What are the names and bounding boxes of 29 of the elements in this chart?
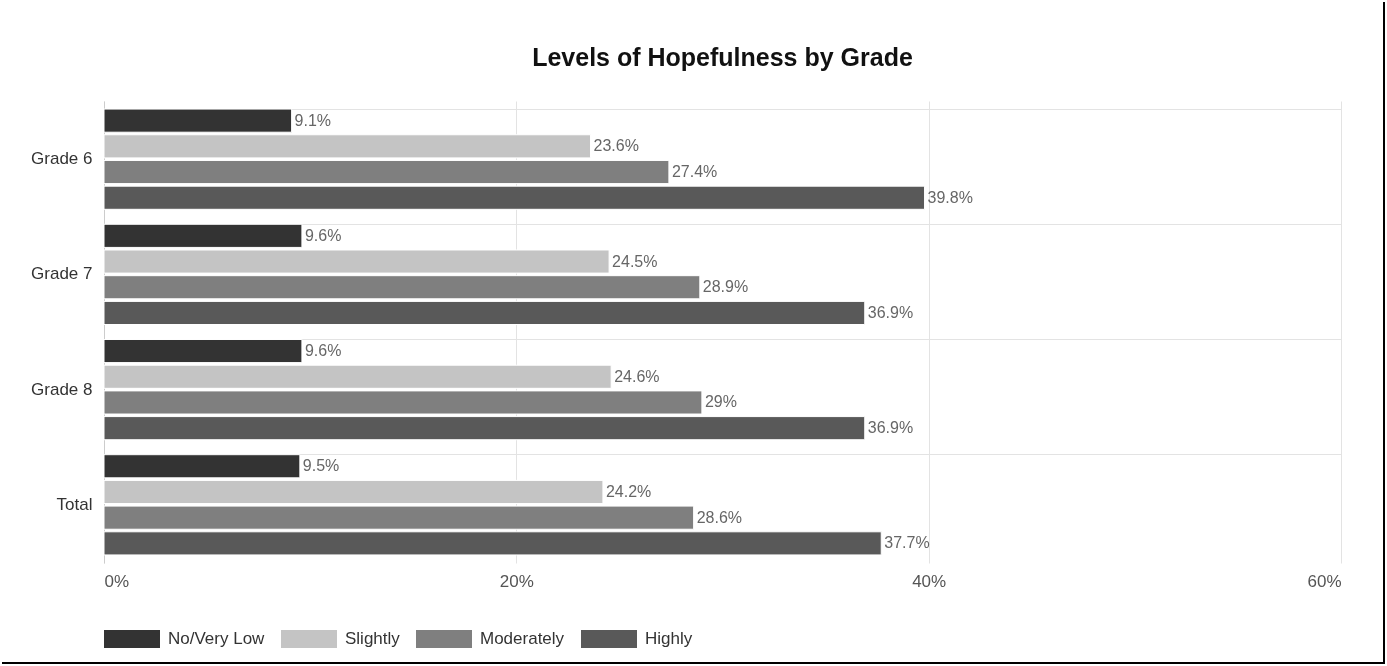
data-label: 37.7%	[884, 534, 930, 552]
legend-label: Moderately	[480, 629, 565, 649]
data-label: 39.8%	[927, 188, 973, 206]
data-label: 29%	[704, 393, 737, 411]
y-tick-label: Grade 7	[31, 264, 93, 284]
x-tick-label: 60%	[1307, 571, 1342, 591]
y-tick-label: Grade 6	[31, 149, 93, 169]
x-tick-label: 20%	[499, 571, 534, 591]
legend-label: Slightly	[345, 629, 401, 649]
legend-label: No/Very Low	[168, 629, 266, 649]
data-label: 28.6%	[696, 508, 743, 526]
data-label: 27.4%	[671, 163, 718, 181]
data-label: 36.9%	[867, 419, 914, 437]
data-label: 36.9%	[867, 303, 914, 321]
data-label: 24.6%	[614, 367, 660, 385]
data-label: 23.6%	[593, 137, 639, 155]
data-label: 9.6%	[304, 226, 342, 244]
data-label: 9.6%	[304, 342, 342, 360]
data-label: 9.5%	[302, 457, 340, 475]
x-tick-label: 0%	[104, 571, 130, 591]
y-tick-label: Grade 8	[31, 379, 93, 399]
x-tick-label: 40%	[912, 571, 947, 591]
data-label: 28.9%	[702, 278, 749, 296]
y-tick-label: Total	[56, 494, 93, 514]
data-label: 9.1%	[294, 111, 332, 129]
data-label: 24.5%	[612, 252, 658, 270]
data-label: 24.2%	[605, 482, 652, 500]
chart-title: Levels of Hopefulness by Grade	[532, 43, 913, 71]
legend-label: Highly	[645, 629, 693, 649]
